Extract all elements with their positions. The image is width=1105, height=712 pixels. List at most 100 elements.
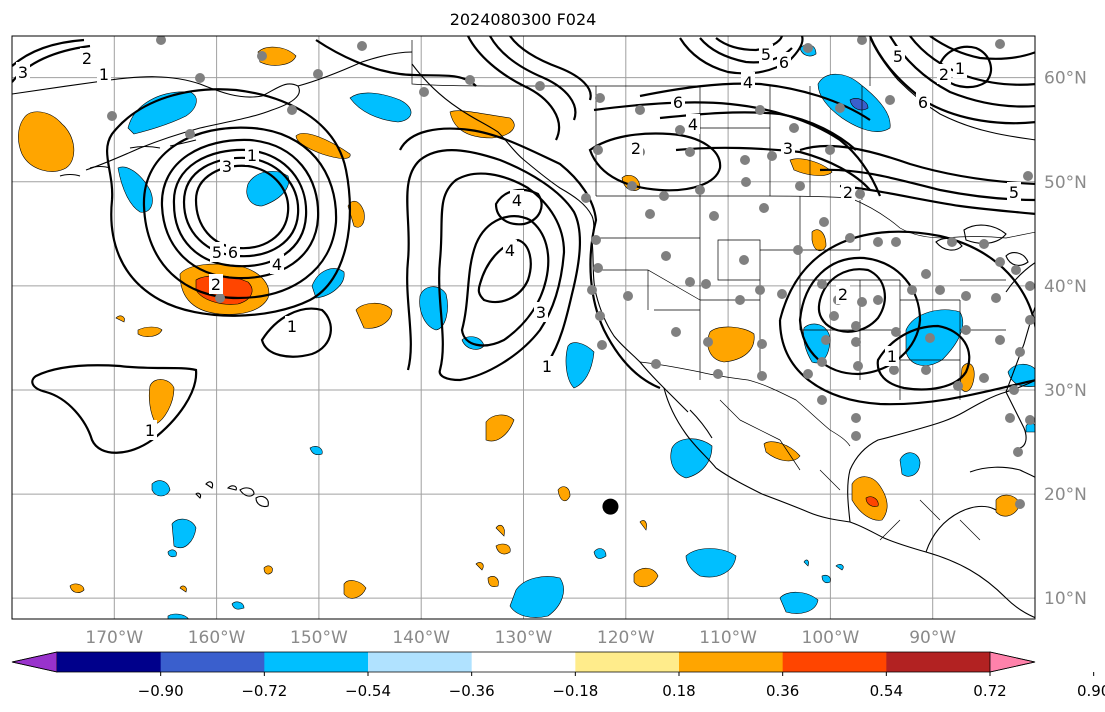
positive-anomaly-patch [707, 326, 755, 363]
map-frame [11, 35, 1036, 620]
negative-anomaly-patch [127, 91, 197, 135]
contour-central-us-1 [798, 256, 922, 376]
colorbar-tick-label: 0.90 [1077, 682, 1105, 700]
station-dot [835, 103, 845, 113]
station-dot [623, 291, 633, 301]
latitude-tick-label: 50°N [1044, 173, 1087, 193]
station-dot [659, 191, 669, 201]
station-dot [857, 36, 867, 45]
station-dot [627, 181, 637, 191]
station-dot [953, 381, 963, 391]
contour-label: 3 [783, 139, 793, 158]
station-dot [885, 95, 895, 105]
positive-anomaly-patch [959, 363, 975, 392]
station-dot [591, 235, 601, 245]
longitude-tick-label: 140°W [392, 628, 450, 648]
anomaly-shading [18, 44, 1035, 619]
station-dot [991, 293, 1001, 303]
longitude-tick-label: 90°W [909, 628, 956, 648]
storm-center-marker [602, 498, 619, 515]
station-dot [739, 255, 749, 265]
contour-low-outer [106, 88, 351, 317]
latitude-tick-label: 60°N [1044, 69, 1087, 89]
contour-label: 1 [287, 317, 297, 336]
contour-label: 4 [688, 115, 698, 134]
contour-1-small [260, 307, 332, 358]
station-dot [819, 217, 829, 227]
contour-label: 4 [272, 255, 282, 274]
station-dot [851, 431, 861, 441]
colorbar-segment [57, 652, 162, 672]
positive-anomaly-patch [495, 524, 505, 537]
station-dot [777, 289, 787, 299]
colorbar-tick-label: −0.72 [241, 682, 287, 700]
station-dot [757, 371, 767, 381]
positive-anomaly-patch [137, 326, 163, 337]
station-dot [961, 325, 971, 335]
latitude-tick-labels: 10°N 20°N 30°N 40°N 50°N 60°N [1044, 69, 1087, 610]
station-dot [789, 123, 799, 133]
station-dot [891, 327, 901, 337]
colorbar-extend-min [11, 651, 58, 673]
contour-ridge-3 [460, 215, 550, 347]
negative-anomaly-patch [151, 480, 171, 497]
station-dot [845, 233, 855, 243]
contour-canada-1 [593, 101, 882, 197]
station-dot [803, 43, 813, 53]
colorbar-tick-label: −0.90 [138, 682, 184, 700]
us-mexico-border [639, 361, 851, 447]
contour-hudson-1 [868, 36, 1035, 125]
station-dot [817, 279, 827, 289]
negative-anomaly-patch [171, 518, 197, 548]
station-dot [156, 36, 166, 45]
negative-anomaly-patch [231, 601, 245, 610]
yucatan-coastline [925, 505, 997, 553]
colorbar-tick-label: −0.54 [345, 682, 391, 700]
positive-anomaly-patch [115, 315, 125, 323]
figure-title: 2024080300 F024 [450, 10, 597, 29]
negative-anomaly-patch [835, 564, 844, 571]
negative-anomaly-patch [309, 446, 323, 456]
latitude-tick-label: 40°N [1044, 277, 1087, 297]
station-dot [925, 333, 935, 343]
longitude-tick-label: 170°W [85, 628, 143, 648]
station-dot [357, 41, 367, 51]
contour-label: 2 [843, 183, 853, 202]
contour-label: 3 [222, 157, 232, 176]
negative-anomaly-patch [803, 559, 809, 567]
longitude-tick-labels: 170°W 160°W 150°W 140°W 130°W 120°W 110°W 100°W… [85, 628, 956, 648]
colorbar-tick-label: −0.18 [552, 682, 598, 700]
contour-low-ring [160, 138, 320, 280]
contour-pacific-nw-2 [489, 36, 577, 121]
contour-label: 1 [955, 59, 965, 78]
station-dot [635, 105, 645, 115]
negative-anomaly-patch [311, 268, 345, 299]
station-dot [1023, 171, 1033, 181]
station-dot [889, 365, 899, 375]
contour-southeast-outer [778, 230, 1035, 406]
station-dot [735, 295, 745, 305]
contour-label: 5 [761, 45, 771, 64]
contour-low-ring [172, 148, 308, 268]
negative-anomaly-patch [779, 591, 819, 614]
station-dot [685, 147, 695, 157]
station-dot [979, 239, 989, 249]
station-dot [645, 209, 655, 219]
latitude-tick-label: 20°N [1044, 485, 1087, 505]
contour-low-ring [142, 126, 338, 300]
station-dot [107, 111, 117, 121]
positive-anomaly-patch [449, 110, 515, 139]
station-dot [675, 125, 685, 135]
longitude-tick-label: 130°W [495, 628, 553, 648]
positive-anomaly-patch [487, 576, 499, 588]
station-dot [817, 395, 827, 405]
station-dot [713, 369, 723, 379]
colorbar-segment [160, 652, 265, 672]
longitude-tick-label: 150°W [290, 628, 348, 648]
hawaii-islands [195, 481, 269, 508]
station-dot [851, 321, 861, 331]
contour-canada-arc1 [679, 36, 804, 75]
negative-anomaly-patch [899, 452, 921, 477]
station-dot [755, 285, 765, 295]
